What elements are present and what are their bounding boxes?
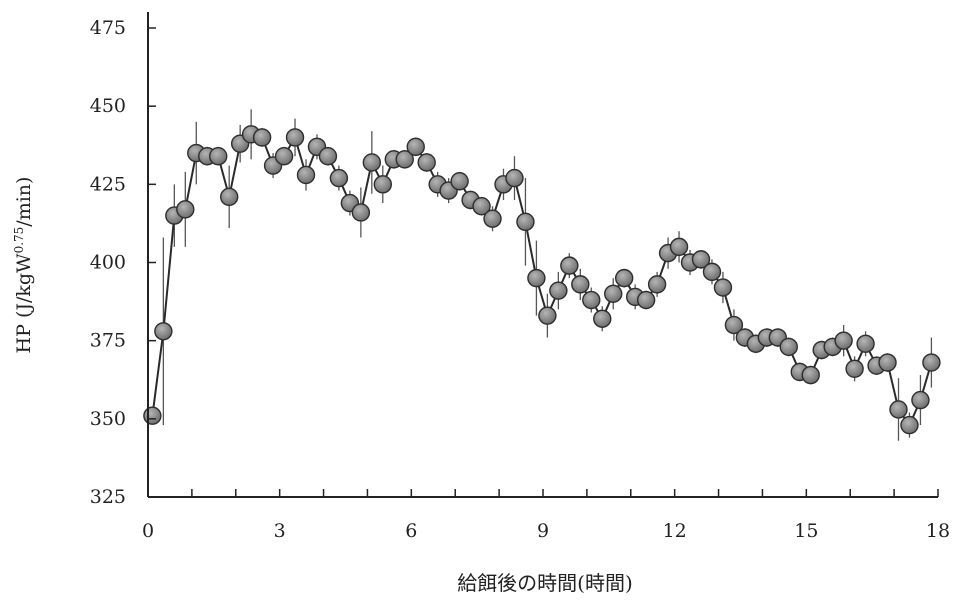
- data-point: [285, 128, 305, 147]
- data-point: [724, 315, 744, 335]
- data-point: [801, 365, 820, 385]
- x-tick-label: 6: [405, 520, 417, 542]
- data-point: [845, 359, 864, 379]
- data-point: [593, 309, 612, 328]
- data-point: [274, 146, 294, 166]
- data-point: [329, 168, 349, 188]
- data-point: [571, 275, 590, 294]
- x-ticks: 0 3 6 9 12 15 18: [142, 489, 950, 542]
- data-point: [318, 146, 338, 166]
- x-tick-label: 12: [663, 520, 687, 542]
- data-point: [505, 168, 524, 188]
- x-tick-label: 9: [537, 520, 549, 542]
- data-point: [176, 200, 195, 219]
- y-tick-label: 375: [90, 330, 126, 352]
- data-point: [614, 268, 634, 288]
- data-point: [362, 153, 382, 172]
- y-tick-label: 450: [90, 95, 126, 117]
- data-point: [296, 165, 316, 185]
- data-point: [669, 237, 689, 257]
- data-point: [604, 284, 623, 303]
- data-point: [143, 406, 162, 425]
- data-point: [549, 281, 568, 300]
- y-tick-label: 475: [90, 17, 126, 39]
- data-point: [538, 306, 557, 325]
- data-point: [450, 172, 469, 191]
- data-point: [889, 400, 908, 419]
- axes: [147, 12, 938, 498]
- data-point: [373, 175, 393, 194]
- data-point: [395, 150, 414, 169]
- x-tick-label: 18: [926, 520, 950, 542]
- y-axis-label-tail: /min): [13, 177, 35, 227]
- y-ticks: 325 350 375 400 425 450 475: [90, 17, 156, 508]
- x-tick-label: 0: [142, 520, 154, 542]
- data-point: [878, 353, 897, 372]
- data-point: [834, 331, 853, 350]
- data-point: [209, 146, 228, 166]
- data-point: [527, 268, 546, 288]
- x-tick-label: 3: [274, 520, 286, 542]
- data-point: [252, 128, 272, 147]
- data-point: [472, 197, 491, 216]
- data-point: [911, 390, 930, 410]
- data-point: [483, 209, 502, 228]
- data-point: [582, 290, 601, 310]
- data-point: [647, 275, 667, 294]
- data-point: [560, 256, 579, 275]
- data-point: [154, 322, 173, 341]
- data-point: [702, 262, 722, 282]
- data-point: [406, 137, 425, 157]
- data-point: [219, 187, 239, 207]
- x-tick-label: 15: [794, 520, 818, 542]
- data-point: [636, 290, 656, 310]
- data-point: [351, 203, 371, 222]
- data-point: [713, 278, 733, 297]
- data-point: [922, 353, 941, 372]
- data-point: [516, 212, 535, 232]
- data-point: [417, 153, 436, 172]
- y-axis-label-sup: 0.75: [12, 227, 26, 254]
- y-tick-label: 325: [90, 486, 126, 508]
- data-points: [143, 125, 941, 435]
- data-point: [779, 337, 798, 357]
- y-axis-label-base: HP (J/kgW: [13, 253, 35, 353]
- y-tick-label: 350: [90, 408, 126, 430]
- y-tick-label: 400: [90, 252, 126, 274]
- data-point: [691, 250, 711, 269]
- data-point: [856, 334, 875, 353]
- y-axis-label: HP (J/kgW0.75/min): [12, 177, 35, 354]
- data-point: [900, 415, 919, 435]
- x-axis-label: 給餌後の時間(時間): [457, 571, 633, 595]
- y-tick-label: 425: [90, 173, 126, 195]
